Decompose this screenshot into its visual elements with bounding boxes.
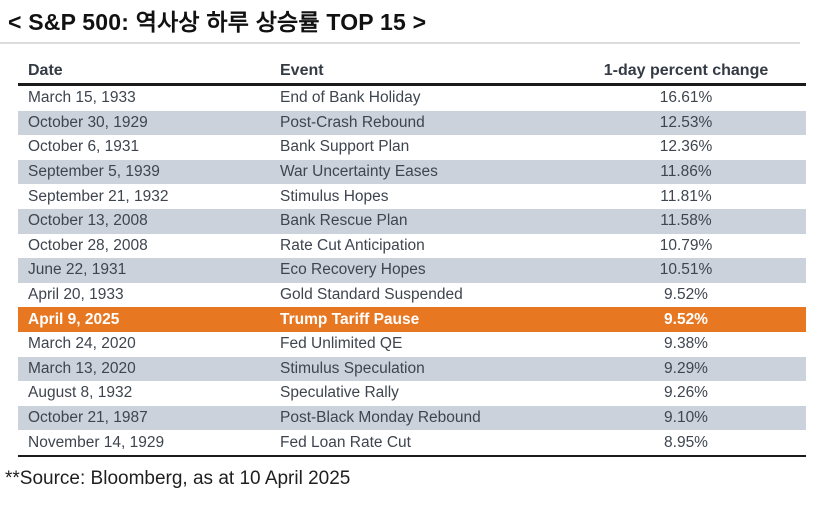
- cell-date: March 15, 1933: [28, 89, 136, 107]
- table-row: June 22, 1931 Eco Recovery Hopes 10.51%: [18, 258, 806, 283]
- cell-date: June 22, 1931: [28, 261, 127, 279]
- cell-event: Stimulus Speculation: [280, 359, 425, 377]
- column-header-event: Event: [280, 61, 324, 79]
- cell-date: October 28, 2008: [28, 236, 148, 254]
- cell-date: November 14, 1929: [28, 433, 165, 451]
- column-header-date: Date: [28, 61, 63, 79]
- cell-event: Speculative Rally: [280, 384, 399, 402]
- cell-event: Trump Tariff Pause: [280, 310, 420, 328]
- table-row: April 20, 1933 Gold Standard Suspended 9.5…: [18, 283, 806, 308]
- cell-change: 8.95%: [664, 433, 708, 451]
- cell-date: April 20, 1933: [28, 286, 124, 304]
- cell-event: Eco Recovery Hopes: [280, 261, 426, 279]
- cell-event: Post-Crash Rebound: [280, 113, 425, 131]
- cell-date: August 8, 1932: [28, 384, 133, 402]
- title-underline: [0, 42, 800, 44]
- cell-change: 10.51%: [659, 261, 713, 279]
- cell-date: October 30, 1929: [28, 113, 148, 131]
- page-title: < S&P 500: 역사상 하루 상승률 TOP 15 >: [8, 9, 427, 35]
- cell-change: 9.38%: [664, 335, 708, 353]
- table-row: October 21, 1987 Post-Black Monday Reboun…: [18, 405, 806, 431]
- cell-event: Fed Unlimited QE: [280, 335, 403, 353]
- cell-change: 9.52%: [664, 286, 708, 304]
- cell-event: Stimulus Hopes: [280, 187, 389, 205]
- source-note: **Source: Bloomberg, as at 10 April 2025: [5, 467, 351, 489]
- table-row: March 24, 2020 Fed Unlimited QE 9.38%: [18, 332, 806, 357]
- table-header-row: Date Event 1-day percent change: [18, 58, 806, 86]
- cell-change: 12.36%: [659, 138, 713, 156]
- cell-change: 12.53%: [659, 113, 713, 131]
- cell-change: 9.26%: [664, 384, 708, 402]
- cell-change: 11.81%: [660, 187, 712, 205]
- cell-event: Gold Standard Suspended: [280, 286, 463, 304]
- cell-change: 16.61%: [659, 89, 713, 107]
- table-row: September 5, 1939 War Uncertainty Eases 11…: [18, 159, 806, 185]
- table-row: November 14, 1929 Fed Loan Rate Cut 8.95%: [18, 430, 806, 455]
- cell-event: Post-Black Monday Rebound: [280, 409, 481, 427]
- cell-event: War Uncertainty Eases: [280, 163, 438, 181]
- cell-date: October 6, 1931: [28, 138, 140, 156]
- table-row-highlighted: April 9, 2025 Trump Tariff Pause 9.52%: [18, 307, 806, 332]
- cell-date: April 9, 2025: [28, 310, 120, 328]
- table-row: March 15, 1933 End of Bank Holiday 16.61%: [18, 86, 806, 111]
- cell-event: Fed Loan Rate Cut: [280, 433, 411, 451]
- cell-change: 11.86%: [660, 163, 712, 181]
- cell-date: September 21, 1932: [28, 187, 169, 205]
- cell-event: Bank Rescue Plan: [280, 212, 408, 230]
- cell-event: Bank Support Plan: [280, 138, 410, 156]
- cell-date: October 21, 1987: [28, 409, 148, 427]
- table-row: October 28, 2008 Rate Cut Anticipation 10.…: [18, 234, 806, 259]
- table-row: August 8, 1932 Speculative Rally 9.26%: [18, 381, 806, 406]
- cell-date: March 24, 2020: [28, 335, 136, 353]
- cell-change: 9.10%: [664, 409, 708, 427]
- cell-change: 10.79%: [659, 236, 713, 254]
- cell-event: Rate Cut Anticipation: [280, 236, 425, 254]
- cell-date: October 13, 2008: [28, 212, 148, 230]
- table-row: October 13, 2008 Bank Rescue Plan 11.58%: [18, 208, 806, 234]
- cell-change: 11.58%: [660, 212, 712, 230]
- top15-table: Date Event 1-day percent change March 15…: [18, 58, 806, 457]
- table-body: March 15, 1933 End of Bank Holiday 16.61% O…: [18, 86, 806, 457]
- column-header-change: 1-day percent change: [603, 61, 769, 79]
- cell-date: September 5, 1939: [28, 163, 160, 181]
- table-row: October 30, 1929 Post-Crash Rebound 12.53%: [18, 110, 806, 136]
- cell-change: 9.29%: [664, 359, 708, 377]
- table-row: March 13, 2020 Stimulus Speculation 9.29%: [18, 356, 806, 382]
- table-row: October 6, 1931 Bank Support Plan 12.36%: [18, 135, 806, 160]
- cell-change: 9.52%: [664, 310, 708, 328]
- table-row: September 21, 1932 Stimulus Hopes 11.81%: [18, 184, 806, 209]
- cell-date: March 13, 2020: [28, 359, 136, 377]
- cell-event: End of Bank Holiday: [280, 89, 421, 107]
